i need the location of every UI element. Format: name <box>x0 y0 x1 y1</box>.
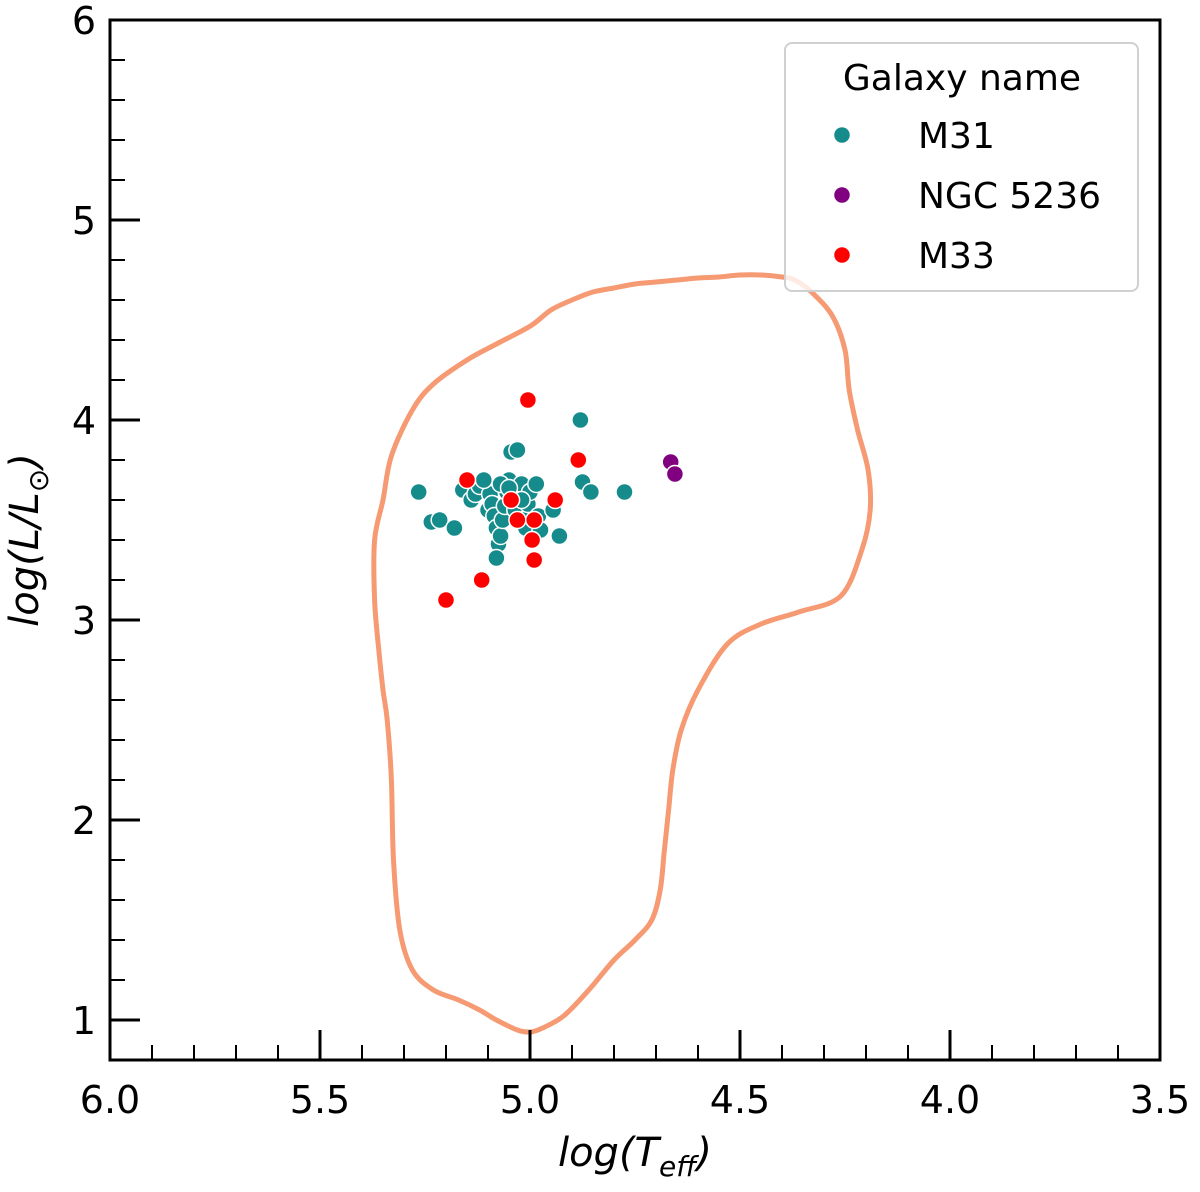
point-m33 <box>508 510 527 530</box>
points-layer <box>409 390 685 610</box>
y-tick-label: 1 <box>72 999 96 1043</box>
point-m33 <box>545 490 565 510</box>
point-m31 <box>527 474 546 494</box>
x-tick-label: 4.5 <box>710 1078 770 1122</box>
point-m31 <box>571 410 590 430</box>
y-axis-label: log(L/L⊙) <box>2 453 55 627</box>
y-tick-label: 5 <box>72 199 96 243</box>
x-tick-label: 5.0 <box>500 1078 560 1122</box>
point-m31 <box>550 526 569 546</box>
x-axis-label-subscript: eff <box>659 1150 699 1183</box>
legend-marker-m33 <box>832 245 852 265</box>
legend-box <box>784 42 1139 292</box>
y-tick-label: 2 <box>72 799 96 843</box>
legend-entries: M31 NGC 5236 M33 <box>832 116 1101 277</box>
point-m31 <box>491 526 510 546</box>
point-m31 <box>474 470 494 490</box>
x-tick-label: 5.5 <box>290 1078 350 1122</box>
density-contour <box>371 272 874 1035</box>
point-m33 <box>436 590 456 610</box>
point-m33 <box>472 570 491 590</box>
y-tick-label: 4 <box>72 399 96 443</box>
point-ngc-5236 <box>665 464 685 484</box>
point-m33 <box>518 390 538 410</box>
legend-marker-ngc-5236 <box>832 185 852 205</box>
x-axis-label: log(Teff) <box>558 1130 712 1183</box>
point-m31 <box>615 482 634 502</box>
tick-labels-layer: 6.0 5.5 5.0 4.5 4.0 3.5 1 2 3 4 5 6 <box>72 0 1190 1122</box>
x-tick-label: 3.5 <box>1130 1078 1190 1122</box>
legend-title: Galaxy name <box>843 58 1081 99</box>
point-m31 <box>581 482 601 502</box>
point-m33 <box>524 510 544 530</box>
y-axis-label-sun: ⊙ <box>22 469 55 492</box>
legend-label-m31: M31 <box>918 116 995 157</box>
legend: Galaxy name M31 NGC 5236 M33 <box>784 42 1139 292</box>
point-m33 <box>457 470 477 490</box>
point-m31 <box>445 518 464 538</box>
point-m31 <box>430 510 449 530</box>
point-m33 <box>569 450 588 470</box>
point-m33 <box>501 490 521 510</box>
ticks-layer <box>108 18 1162 1060</box>
point-m33 <box>524 550 544 570</box>
point-m31 <box>409 482 428 502</box>
point-m31 <box>508 440 527 460</box>
y-tick-label: 6 <box>72 0 96 43</box>
x-tick-label: 6.0 <box>80 1078 140 1122</box>
legend-label-ngc-5236: NGC 5236 <box>918 176 1101 217</box>
legend-label-m33: M33 <box>918 236 995 277</box>
x-tick-label: 4.0 <box>920 1078 980 1122</box>
point-m33 <box>522 530 542 550</box>
y-tick-label: 3 <box>72 599 96 643</box>
legend-marker-m31 <box>832 125 852 145</box>
point-m31 <box>487 548 506 568</box>
contour-layer <box>371 272 874 1035</box>
